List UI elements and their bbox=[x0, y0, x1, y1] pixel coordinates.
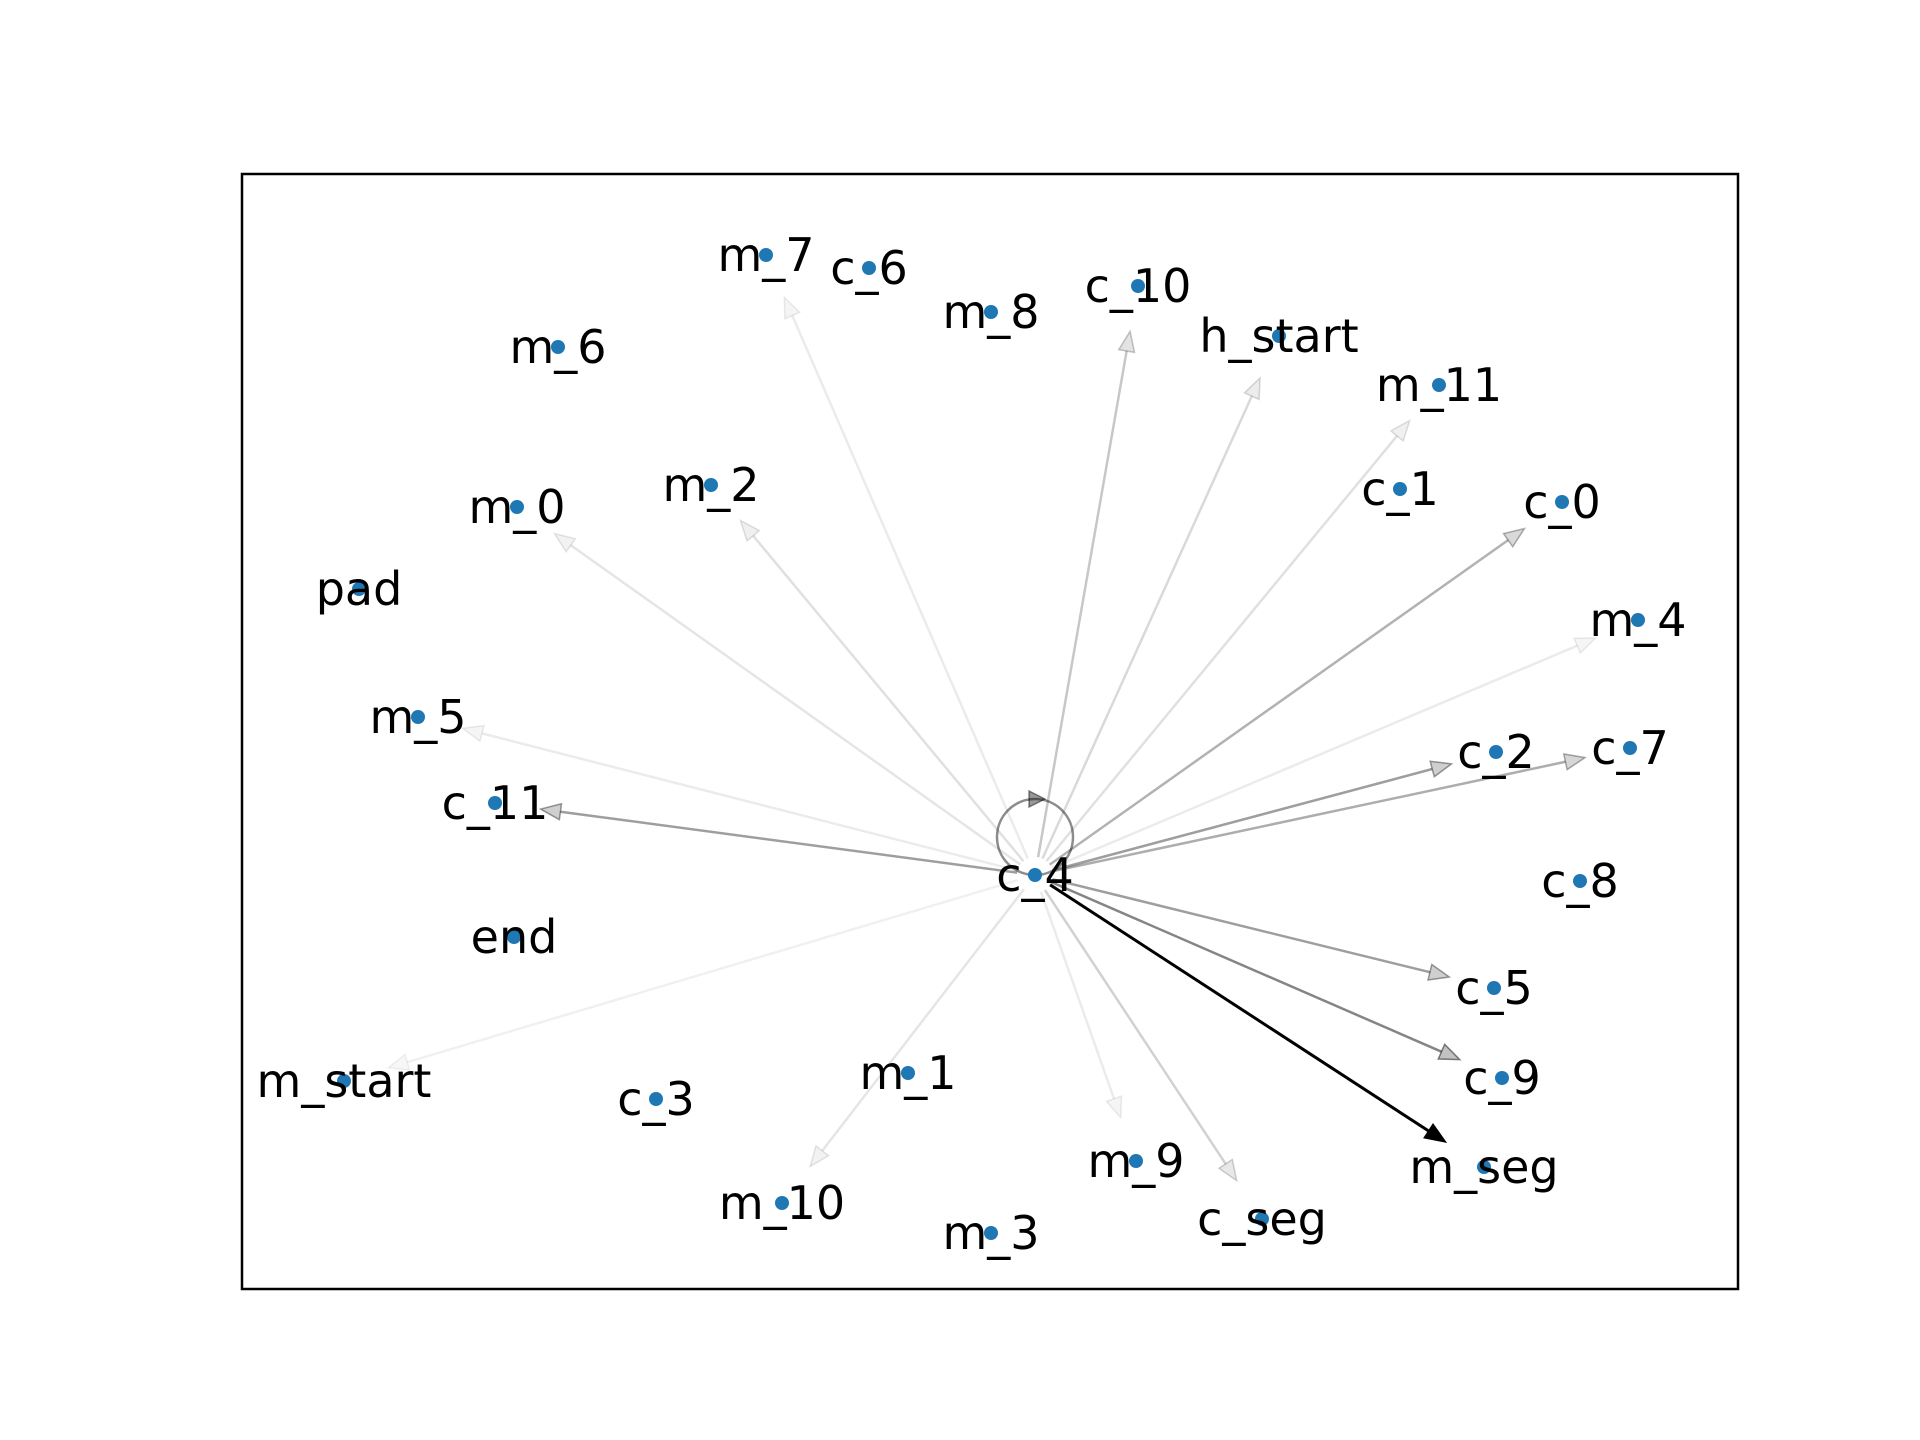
edge-c-4-to-h-start bbox=[1041, 376, 1261, 860]
plot-frame bbox=[240, 172, 1740, 1291]
node-label-m-start: m_start bbox=[257, 1054, 432, 1108]
node-label-m-4: m_4 bbox=[1589, 593, 1686, 647]
node-layer bbox=[337, 248, 1645, 1240]
node-c-3 bbox=[649, 1092, 663, 1106]
node-m-1 bbox=[901, 1066, 915, 1080]
node-label-c-1: c_1 bbox=[1361, 462, 1439, 516]
node-label-c-9: c_9 bbox=[1463, 1051, 1541, 1105]
node-c-8 bbox=[1573, 874, 1587, 888]
node-label-c-7: c_7 bbox=[1591, 721, 1669, 775]
node-label-c-3: c_3 bbox=[617, 1072, 695, 1126]
edge-c-4-to-m-seg bbox=[1049, 883, 1448, 1144]
node-m-7 bbox=[759, 248, 773, 262]
edge-c-4-to-c-2 bbox=[1052, 760, 1454, 872]
node-c-11 bbox=[488, 796, 502, 810]
node-m-8 bbox=[984, 305, 998, 319]
node-c-4 bbox=[1028, 868, 1042, 882]
node-label-m-3: m_3 bbox=[942, 1206, 1039, 1260]
node-label-c-0: c_0 bbox=[1523, 475, 1601, 529]
node-m-seg bbox=[1477, 1160, 1491, 1174]
node-label-m-10: m_10 bbox=[719, 1176, 845, 1230]
node-c-7 bbox=[1623, 741, 1637, 755]
node-m-11 bbox=[1432, 378, 1446, 392]
edge-c-4-to-c-seg bbox=[1043, 889, 1238, 1183]
edge-c-4-to-m-11 bbox=[1045, 418, 1412, 862]
edge-c-4-to-m-4 bbox=[1051, 637, 1598, 870]
node-c-9 bbox=[1495, 1071, 1509, 1085]
node-label-m-6: m_6 bbox=[509, 320, 606, 374]
node-m-start bbox=[337, 1074, 351, 1088]
node-label-m-8: m_8 bbox=[942, 285, 1039, 339]
node-m-3 bbox=[984, 1226, 998, 1240]
node-h-start bbox=[1272, 329, 1286, 343]
edge-c-4-to-m-2 bbox=[739, 518, 1025, 862]
edge-c-4-to-c-5 bbox=[1052, 878, 1452, 981]
edge-c-4-to-c-11 bbox=[538, 802, 1018, 874]
node-label-c-seg: c_seg bbox=[1197, 1192, 1327, 1246]
node-label-c-4: c_4 bbox=[996, 848, 1074, 902]
node-label-c-11: c_11 bbox=[442, 776, 549, 830]
edge-c-4-to-m-7 bbox=[783, 295, 1029, 859]
node-m-10 bbox=[775, 1196, 789, 1210]
node-c-1 bbox=[1393, 482, 1407, 496]
node-c-10 bbox=[1131, 279, 1145, 293]
edge-c-4-to-m-start bbox=[386, 878, 1019, 1071]
edge-c-4-to-m-9 bbox=[1039, 891, 1123, 1120]
node-label-c-10: c_10 bbox=[1085, 259, 1192, 313]
edge-c-4-to-m-5 bbox=[460, 724, 1018, 872]
edge-c-4-to-m-10 bbox=[808, 888, 1025, 1169]
node-label-c-8: c_8 bbox=[1541, 854, 1619, 908]
node-label-c-2: c_2 bbox=[1457, 725, 1535, 779]
node-m-6 bbox=[551, 340, 565, 354]
node-label-m-11: m_11 bbox=[1376, 358, 1502, 412]
node-label-m-seg: m_seg bbox=[1409, 1140, 1558, 1194]
node-label-m-2: m_2 bbox=[662, 458, 759, 512]
node-c-2 bbox=[1489, 745, 1503, 759]
node-label-c-5: c_5 bbox=[1455, 961, 1533, 1015]
node-m-5 bbox=[411, 710, 425, 724]
node-c-seg bbox=[1255, 1212, 1269, 1226]
node-m-4 bbox=[1631, 613, 1645, 627]
node-label-pad: pad bbox=[316, 562, 403, 616]
edge-c-4-to-c-10 bbox=[1036, 329, 1136, 858]
edge-c-4-to-c-9 bbox=[1051, 881, 1462, 1061]
node-m-9 bbox=[1129, 1154, 1143, 1168]
node-m-0 bbox=[510, 500, 524, 514]
node-label-h-start: h_start bbox=[1199, 309, 1358, 363]
node-end bbox=[507, 930, 521, 944]
node-label-end: end bbox=[471, 910, 558, 964]
node-label-m-7: m_7 bbox=[717, 228, 814, 282]
node-c-6 bbox=[862, 261, 876, 275]
edge-layer bbox=[386, 295, 1598, 1183]
node-c-5 bbox=[1487, 981, 1501, 995]
edge-c-4-to-m-0 bbox=[552, 532, 1022, 866]
edge-c-4-to-c-0 bbox=[1048, 527, 1527, 866]
label-layer: m_7 c_6 m_8 c_10h_start m_6 m_11 m_2 c_1 m_0 c_0p… bbox=[257, 228, 1687, 1260]
node-label-m-5: m_5 bbox=[369, 690, 466, 744]
edge-c-4-to-c-7 bbox=[1052, 753, 1587, 873]
node-c-0 bbox=[1555, 495, 1569, 509]
node-label-m-9: m_9 bbox=[1087, 1134, 1184, 1188]
node-m-2 bbox=[704, 478, 718, 492]
node-label-c-6: c_6 bbox=[830, 241, 908, 295]
node-label-m-1: m_1 bbox=[859, 1046, 956, 1100]
node-pad bbox=[352, 582, 366, 596]
node-label-m-0: m_0 bbox=[468, 480, 565, 534]
